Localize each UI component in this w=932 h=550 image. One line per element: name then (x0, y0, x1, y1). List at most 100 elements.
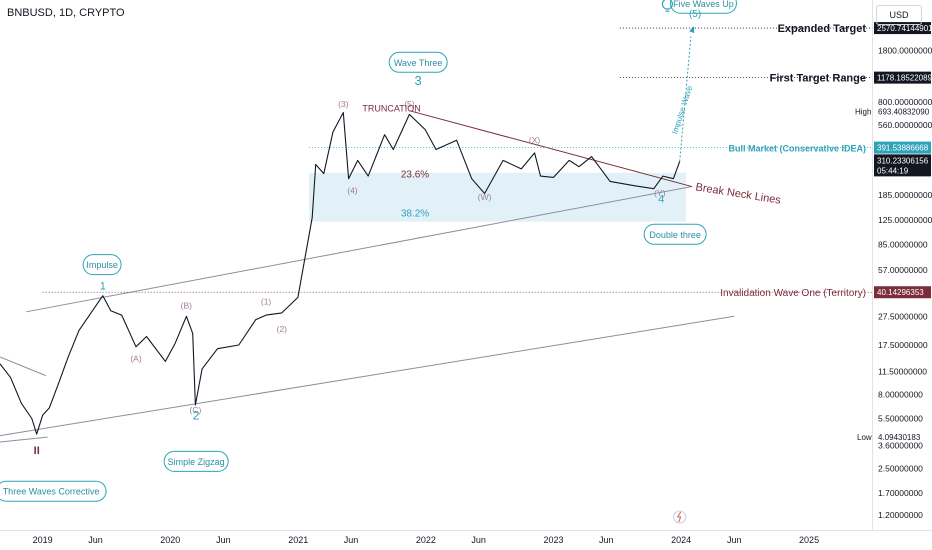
y-tick-label: 11.50000000 (878, 367, 927, 377)
level-lines (42, 27, 872, 293)
level-label: First Target Range (770, 73, 866, 85)
y-tick-label: 800.00000000 (878, 97, 932, 107)
wave-number: 1 (100, 281, 106, 293)
x-tick-label: Jun (344, 535, 359, 545)
sub-wave-label: (C) (190, 405, 202, 415)
event-icon-glyph (676, 511, 682, 523)
callout-label: Three Waves Corrective (3, 487, 100, 497)
x-tick-label: 2023 (543, 535, 563, 545)
x-axis[interactable]: 2019 Jun 2020 Jun 2021 Jun 2022 Jun 2023 Jun 2024 J… (33, 535, 819, 545)
price-polyline (0, 111, 681, 435)
last-price-tag (874, 154, 931, 177)
callout-box (163, 450, 229, 472)
fib-zone-rect (309, 172, 686, 222)
y-tick-label: 560.00000000 (878, 120, 932, 130)
low-value: 4.09430183 (878, 433, 921, 442)
y-tick-label: 5.50000000 (878, 413, 923, 423)
upper-channel-line (26, 186, 693, 313)
high-label: High (855, 107, 871, 116)
callout-box (82, 254, 122, 276)
callout-box (0, 480, 107, 502)
price-series (0, 111, 681, 435)
y-tick-label: 2.50000000 (878, 464, 923, 474)
y-axis[interactable]: 1.20000000 1.70000000 2.50000000 3.60000000… (878, 46, 932, 520)
axis-price-tag (874, 141, 931, 154)
x-tick-label: 2019 (33, 535, 53, 545)
sub-wave-label: (5) (404, 99, 415, 109)
y-tick-label: 1.20000000 (878, 510, 923, 520)
axis-price-tag-value: 1178.18522089 (877, 74, 932, 83)
time-axis-border (0, 530, 932, 531)
wave-number: 4 (658, 193, 664, 205)
sub-wave-label: (W) (478, 192, 492, 202)
axis-price-tag-value: 40.14296353 (877, 288, 924, 297)
projection-arrowhead (689, 26, 695, 34)
sub-wave-label: (3) (338, 99, 349, 109)
sub-wave-label: (B) (181, 301, 193, 311)
callout-label: Five Waves Up (673, 0, 734, 9)
level-label: Expanded Target (778, 23, 867, 35)
y-tick-label: 17.50000000 (878, 340, 928, 350)
lightbulb-icon (661, 0, 674, 10)
low-label: Low (857, 433, 872, 442)
x-tick-label: Jun (88, 535, 103, 545)
callout-label: Wave Three (394, 58, 443, 68)
break-neck-label: Break Neck Lines (695, 181, 783, 206)
trend-channel (0, 26, 735, 443)
y-tick-label: 8.00000000 (878, 390, 923, 400)
wave-number: 3 (415, 73, 422, 88)
y-tick-label: 1.70000000 (878, 488, 923, 498)
y-tick-label: 27.50000000 (878, 311, 928, 321)
callout-box (669, 0, 737, 14)
y-tick-label: 57.00000000 (878, 265, 928, 275)
wave-annotations: 23.6% 38.2% Five Waves Up Wave Three Impulse… (0, 0, 783, 524)
truncation-label: TRUNCATION (362, 104, 420, 114)
callout-label: Simple Zigzag (168, 457, 225, 467)
axis-price-tag (874, 22, 931, 35)
last-price-value: 310.23306156 (877, 156, 929, 165)
fibonacci-zone (309, 172, 686, 222)
axis-price-tag (874, 71, 931, 84)
early-base-line (0, 436, 48, 443)
fib-label: 23.6% (401, 169, 429, 180)
level-label: Bull Market (Conservative IDEA) (728, 144, 866, 154)
x-tick-label: Jun (471, 535, 486, 545)
x-tick-label: Jun (599, 535, 614, 545)
price-axis-border (872, 0, 873, 530)
sub-wave-label: (1) (261, 297, 272, 307)
lower-channel-line (0, 315, 735, 437)
y-tick-label: 3.60000000 (878, 440, 923, 450)
callout-label: Impulse (86, 260, 118, 270)
y-tick-label: 1800.00000000 (878, 46, 932, 56)
wave-number: 2 (193, 409, 200, 423)
wave-number: II (34, 445, 40, 457)
callout-box (388, 51, 448, 73)
level-label: Invalidation Wave One (Territory) (720, 288, 866, 299)
x-tick-label: Jun (216, 535, 231, 545)
x-tick-label: 2022 (416, 535, 436, 545)
axis-price-tag (874, 286, 931, 299)
sub-wave-label: (X) (529, 135, 541, 145)
high-value: 693.40832090 (878, 107, 930, 116)
x-tick-label: 2021 (288, 535, 308, 545)
sub-wave-label: (2) (277, 324, 288, 334)
axis-price-tag-value: 391.53886668 (877, 144, 929, 153)
wave-number: (5) (689, 9, 701, 20)
neck-line (409, 110, 693, 188)
y-tick-label: 125.00000000 (878, 215, 932, 225)
y-tick-label: 185.00000000 (878, 190, 932, 200)
price-markers: High 693.40832090 Low 4.09430183 310.2330615… (855, 107, 931, 442)
x-tick-label: 2024 (671, 535, 691, 545)
callout-label: Double three (649, 230, 701, 240)
x-tick-label: 2025 (799, 535, 819, 545)
impulse-projection (679, 36, 692, 162)
sub-wave-label: (Y) (654, 188, 666, 198)
early-trend-line (0, 356, 46, 377)
sub-wave-label: (A) (130, 353, 142, 363)
fib-label: 38.2% (401, 209, 429, 220)
x-tick-label: 2020 (160, 535, 180, 545)
symbol-title[interactable]: BNBUSD, 1D, CRYPTO (7, 7, 125, 19)
last-price-countdown: 05:44:19 (877, 166, 909, 175)
currency-button[interactable]: USD (876, 5, 922, 25)
